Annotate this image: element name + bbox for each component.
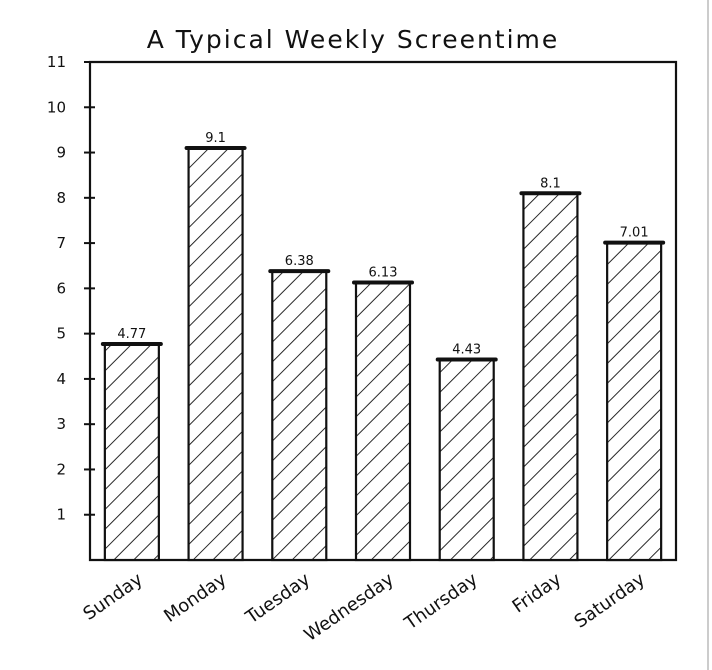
y-tick-label: 3 — [56, 415, 66, 433]
bar-value-label: 6.13 — [369, 265, 398, 280]
bar — [187, 146, 244, 562]
y-tick-label: 1 — [56, 506, 66, 524]
y-tick-label: 8 — [56, 189, 66, 207]
x-tick-label: Sunday — [80, 569, 148, 625]
x-tick-label: Friday — [509, 569, 566, 618]
bars — [100, 146, 666, 562]
bar-value-label: 9.1 — [205, 131, 226, 146]
chart-title: A Typical Weekly Screentime — [147, 25, 560, 54]
x-tick-label: Wednesday — [300, 569, 398, 646]
y-tick-label: 4 — [56, 370, 66, 388]
bar — [522, 192, 579, 562]
plot-border — [88, 60, 678, 562]
y-tick-label: 11 — [47, 53, 66, 71]
x-tick-label: Monday — [160, 569, 231, 627]
x-tick-label: Thursday — [400, 569, 482, 635]
bar-value-label: 7.01 — [620, 226, 649, 241]
y-tick-label: 6 — [56, 279, 66, 297]
plot-frame — [88, 60, 678, 562]
bar — [438, 358, 495, 562]
bar — [271, 270, 328, 562]
x-tick-label: Tuesday — [241, 569, 314, 629]
bar-value-label: 6.38 — [285, 254, 314, 269]
y-tick-label: 9 — [56, 144, 66, 162]
bar-value-label: 4.77 — [117, 327, 146, 342]
bar-value-label: 4.43 — [452, 342, 481, 357]
bar — [606, 241, 663, 562]
bar — [103, 342, 160, 562]
bar-value-label: 8.1 — [540, 176, 561, 191]
y-tick-label: 2 — [56, 460, 66, 478]
y-axis-ticks: 1 2 3 4 5 6 7 8 9 10 11 — [47, 53, 95, 524]
y-tick-label: 5 — [56, 325, 66, 343]
data-labels: 4.77 9.1 6.38 6.13 4.43 8.1 7.01 — [117, 131, 648, 357]
y-tick-label: 10 — [47, 98, 66, 116]
x-tick-label: Saturday — [571, 569, 650, 633]
y-tick-label: 7 — [56, 234, 66, 252]
bar — [354, 281, 412, 562]
